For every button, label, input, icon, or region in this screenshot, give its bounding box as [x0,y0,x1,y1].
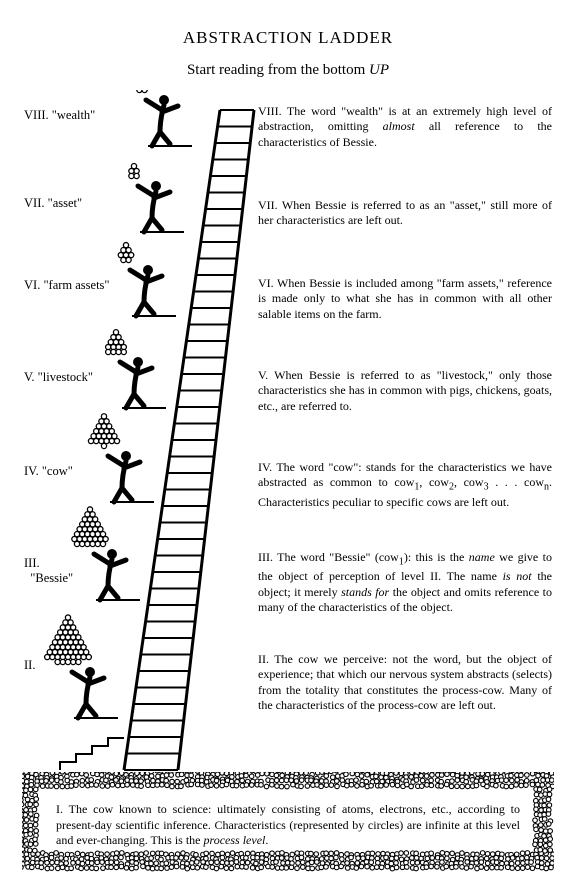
level-description: VII. When Bessie is referred to as an "a… [258,198,552,229]
level-label: VII. "asset" [24,196,82,211]
base-box: I. The cow known to science: ultimately … [22,772,554,872]
page-subtitle: Start reading from the bottom UP [0,48,576,79]
level-label: III. "Bessie" [24,556,73,586]
base-description: I. The cow known to science: ultimately … [56,802,520,849]
level-label: VI. "farm assets" [24,278,110,293]
page-root: ABSTRACTION LADDER Start reading from th… [0,0,576,894]
level-description: VIII. The word "wealth" is at an extreme… [258,104,552,150]
level-label: IV. "cow" [24,464,73,479]
level-label: V. "livestock" [24,370,93,385]
level-label: II. [24,658,35,673]
level-description: II. The cow we perceive: not the word, b… [258,652,552,713]
subtitle-prefix: Start reading from the bottom [187,62,369,78]
ladder-area: VIII. "wealth" VII. "asset" VI. "farm asse… [0,90,576,770]
level-description: VI. When Bessie is included among "farm … [258,276,552,322]
level-description: III. The word "Bessie" (cow1): this is t… [258,550,552,615]
level-label: VIII. "wealth" [24,108,95,123]
level-description: V. When Bessie is referred to as "livest… [258,368,552,414]
page-title: ABSTRACTION LADDER [0,0,576,48]
subtitle-emphasis: UP [369,62,389,78]
level-description: IV. The word "cow": stands for the chara… [258,460,552,510]
